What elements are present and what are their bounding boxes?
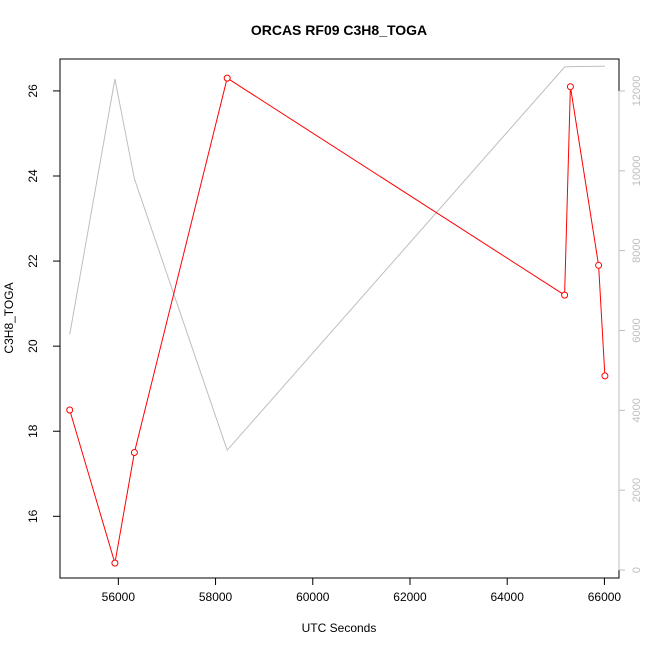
x-tick-label: 58000 (199, 590, 233, 604)
c3h8-series-point (566, 83, 574, 91)
right-axis-series-line (69, 65, 605, 452)
c3h8-series-point (111, 559, 119, 567)
c3h8-series-point (130, 449, 138, 456)
right-tick-label: 0 (631, 567, 643, 573)
x-tick-label: 60000 (296, 590, 330, 604)
y-tick-label: 22 (26, 254, 40, 268)
right-tick-label: 6000 (631, 318, 643, 342)
y-tick-label: 16 (26, 509, 40, 523)
c3h8-series-point (595, 261, 603, 269)
c3h8-series-point (66, 406, 74, 414)
x-axis-label: UTC Seconds (302, 621, 377, 635)
y-tick-label: 26 (26, 84, 40, 98)
c3h8-series-point (601, 372, 609, 380)
y-tick-label: 24 (26, 169, 40, 183)
right-tick-label: 2000 (631, 478, 643, 502)
x-tick-label: 64000 (491, 590, 525, 604)
chart-title: ORCAS RF09 C3H8_TOGA (251, 22, 427, 38)
y-axis: 16 18 20 22 24 26 (26, 84, 61, 523)
series-layer (66, 65, 609, 567)
plot-box (59, 58, 620, 579)
x-tick-label: 56000 (102, 590, 136, 604)
x-axis: 56000 58000 60000 62000 64000 66000 (102, 577, 622, 604)
y-axis-label: C3H8_TOGA (2, 282, 16, 353)
right-tick-label: 8000 (631, 238, 643, 262)
y-tick-label: 20 (26, 339, 40, 353)
right-axis: 0 2000 4000 6000 8000 10000 12000 (618, 76, 643, 573)
y-tick-label: 18 (26, 424, 40, 438)
x-tick-label: 62000 (393, 590, 427, 604)
right-tick-label: 10000 (631, 155, 643, 186)
x-tick-label: 66000 (588, 590, 622, 604)
c3h8-series-point (223, 74, 231, 82)
right-tick-label: 12000 (631, 76, 643, 107)
right-tick-label: 4000 (631, 398, 643, 422)
c3h8-series-line (69, 77, 606, 564)
c3h8-series-point (561, 291, 569, 299)
